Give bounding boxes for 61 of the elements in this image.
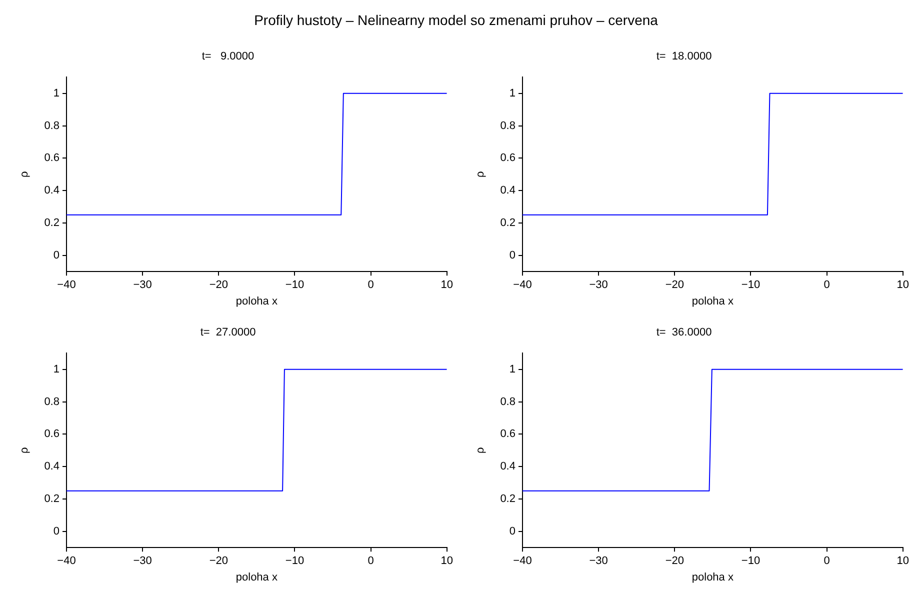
y-axis-title: ρ [474, 171, 487, 178]
x-tick-label: 10 [440, 555, 454, 568]
y-tick-label: 1 [53, 363, 60, 376]
x-axis-title: poloha x [692, 571, 734, 584]
x-tick-label: −20 [665, 555, 684, 568]
y-tick-label: 1 [509, 363, 516, 376]
x-tick-label: −40 [57, 279, 76, 292]
x-tick-label: −30 [589, 279, 608, 292]
x-tick-label: −30 [133, 279, 152, 292]
y-tick-label: 0.4 [44, 184, 60, 197]
y-tick-label: 0.8 [44, 120, 60, 132]
y-tick-label: 0.6 [500, 428, 516, 440]
y-tick-label: 0.6 [44, 152, 60, 164]
y-tick-label: 0 [509, 525, 516, 538]
x-tick-label: 10 [896, 279, 910, 292]
x-tick-label: −10 [741, 555, 760, 568]
x-axis-title: poloha x [236, 571, 278, 584]
y-tick-label: 0.8 [500, 120, 516, 132]
chart-title: t= 18.0000 [656, 50, 712, 63]
y-tick-label: 0.2 [500, 217, 516, 230]
chart-title: t= 9.0000 [202, 50, 254, 63]
x-tick-label: −10 [285, 279, 304, 292]
y-tick-label: 0.2 [44, 493, 60, 506]
y-tick-label: 0 [53, 525, 60, 538]
x-tick-label: −20 [209, 555, 228, 568]
x-tick-label: 0 [824, 555, 830, 568]
x-tick-label: 0 [824, 279, 830, 292]
x-tick-label: 10 [440, 279, 454, 292]
x-tick-label: 10 [896, 555, 910, 568]
y-axis-title: ρ [474, 447, 487, 454]
y-axis-title: ρ [18, 447, 31, 454]
y-tick-label: 0.2 [44, 217, 60, 230]
x-tick-label: −40 [513, 279, 532, 292]
y-tick-label: 1 [53, 87, 60, 100]
y-tick-label: 0.8 [500, 396, 516, 408]
y-axis-title: ρ [18, 171, 31, 178]
y-tick-label: 0.2 [500, 493, 516, 506]
x-axis-title: poloha x [236, 295, 278, 308]
y-tick-label: 0 [53, 249, 60, 262]
y-tick-label: 0.6 [44, 428, 60, 440]
y-tick-label: 1 [509, 87, 516, 100]
x-tick-label: −20 [665, 279, 684, 292]
x-tick-label: −40 [513, 555, 532, 568]
y-tick-label: 0.6 [500, 152, 516, 164]
x-tick-label: 0 [368, 555, 374, 568]
chart-title: t= 27.0000 [200, 326, 256, 339]
x-tick-label: −20 [209, 279, 228, 292]
y-tick-label: 0.8 [44, 396, 60, 408]
x-axis-title: poloha x [692, 295, 734, 308]
y-tick-label: 0.4 [500, 460, 516, 473]
chart-title: t= 36.0000 [656, 326, 712, 339]
x-tick-label: 0 [368, 279, 374, 292]
x-tick-label: −10 [285, 555, 304, 568]
x-tick-label: −30 [133, 555, 152, 568]
y-tick-label: 0.4 [500, 184, 516, 197]
y-tick-label: 0 [509, 249, 516, 262]
x-tick-label: −10 [741, 279, 760, 292]
text: Profily hustoty – Nelinearny model so zmenami pruhov – cervena [253, 12, 659, 28]
y-tick-label: 0.4 [44, 460, 60, 473]
x-tick-label: −40 [57, 555, 76, 568]
x-tick-label: −30 [589, 555, 608, 568]
